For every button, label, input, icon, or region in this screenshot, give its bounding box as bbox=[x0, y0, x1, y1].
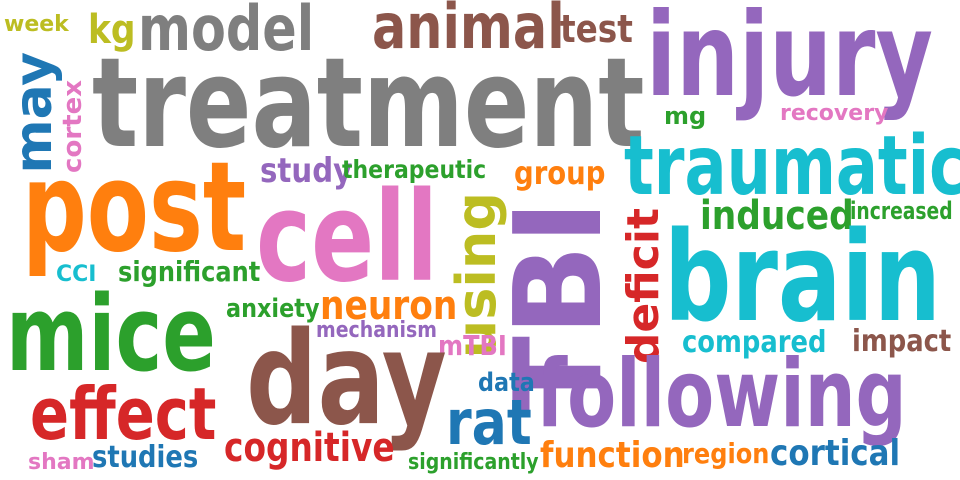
word-animal: animal bbox=[372, 0, 565, 63]
word-significant: significant bbox=[118, 255, 261, 288]
word-cognitive: cognitive bbox=[224, 425, 395, 471]
word-post: post bbox=[22, 136, 247, 280]
word-function: function bbox=[540, 435, 685, 476]
word-treatment: treatment bbox=[92, 32, 645, 176]
word-induced: induced bbox=[700, 193, 854, 239]
word-CCI: CCI bbox=[56, 262, 97, 287]
word-cell: cell bbox=[256, 166, 438, 310]
word-sham: sham bbox=[28, 450, 95, 475]
word-neuron: neuron bbox=[320, 283, 458, 329]
word-increased: increased bbox=[850, 197, 953, 225]
word-brain: brain bbox=[664, 206, 941, 350]
word-following: following bbox=[536, 340, 907, 449]
word-cortical: cortical bbox=[770, 433, 901, 474]
word-injury: injury bbox=[646, 0, 933, 123]
word-studies: studies bbox=[92, 440, 199, 475]
word-impact: impact bbox=[852, 324, 952, 359]
word-model: model bbox=[138, 0, 315, 65]
word-day: day bbox=[246, 305, 447, 454]
word-kg: kg bbox=[88, 7, 136, 53]
word-effect: effect bbox=[30, 372, 217, 456]
word-therapeutic: therapeutic bbox=[342, 155, 487, 184]
word-mice: mice bbox=[6, 273, 216, 395]
word-significantly: significantly bbox=[408, 450, 539, 475]
word-compared: compared bbox=[682, 325, 827, 360]
word-week: week bbox=[4, 12, 69, 37]
word-mechanism: mechanism bbox=[316, 318, 437, 343]
word-mg: mg bbox=[664, 102, 707, 130]
word-study: study bbox=[260, 151, 353, 191]
word-anxiety: anxiety bbox=[226, 294, 320, 324]
word-rat: rat bbox=[446, 386, 532, 459]
word-data: data bbox=[478, 368, 535, 398]
word-group: group bbox=[514, 154, 606, 192]
word-test: test bbox=[560, 7, 633, 51]
word-mTBI: mTBI bbox=[438, 329, 507, 362]
word-traumatic: traumatic bbox=[624, 119, 960, 214]
word-region: region bbox=[682, 437, 770, 470]
word-recovery: recovery bbox=[780, 101, 889, 126]
